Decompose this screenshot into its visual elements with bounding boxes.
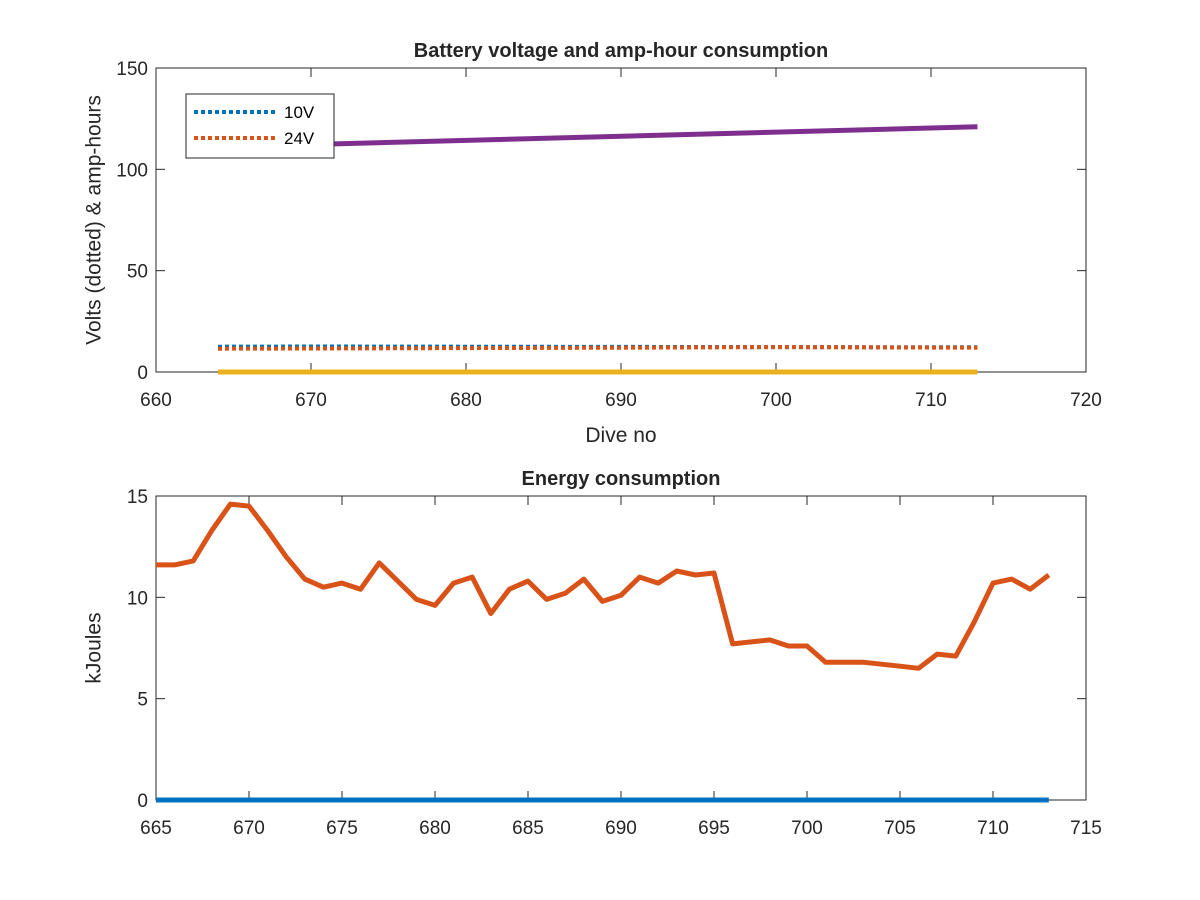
x-tick-label: 700 (791, 818, 823, 839)
legend-label: 10V (284, 103, 315, 122)
x-tick-label: 660 (140, 390, 172, 411)
y-tick-label: 150 (116, 59, 148, 80)
x-tick-label: 695 (698, 818, 730, 839)
y-tick-label: 5 (137, 690, 148, 711)
chart-energy-consumption: Energy consumption kJoules 665 670 675 680 6… (83, 468, 1102, 839)
y-axis-label: kJoules (83, 612, 106, 683)
y-tick-label: 15 (127, 487, 148, 508)
series-line-2 (217, 124, 978, 150)
x-tick-label: 675 (326, 818, 358, 839)
plot-lines (156, 501, 1051, 803)
x-tick-label: 680 (450, 390, 482, 411)
x-tick-label: 710 (977, 818, 1009, 839)
x-tick-label: 685 (512, 818, 544, 839)
x-tick-label: 665 (140, 818, 172, 839)
y-tick-label: 50 (127, 262, 148, 283)
x-tick-label: 690 (605, 818, 637, 839)
x-tick-label: 690 (605, 390, 637, 411)
legend-box (185, 93, 335, 159)
x-tick-label: 710 (915, 390, 947, 411)
series-line-0 (156, 501, 1051, 671)
chart-battery-voltage: Battery voltage and amp-hour consumption… (83, 40, 1102, 447)
x-tick-label: 700 (760, 390, 792, 411)
x-tick-label: 680 (419, 818, 451, 839)
axes-box (155, 495, 1087, 801)
x-tick-label: 670 (295, 390, 327, 411)
y-tick-label: 0 (137, 363, 148, 384)
legend-label: 24V (284, 129, 315, 148)
x-tick-label: 670 (233, 818, 265, 839)
x-tick-label: 705 (884, 818, 916, 839)
x-axis-label: Dive no (585, 424, 656, 447)
y-tick-label: 100 (116, 160, 148, 181)
x-tick-label: 715 (1070, 818, 1102, 839)
series-24V (217, 345, 978, 351)
x-tick-label: 720 (1070, 390, 1102, 411)
y-axis-label: Volts (dotted) & amp-hours (83, 95, 106, 345)
chart-title: Battery voltage and amp-hour consumption (414, 40, 828, 62)
plot-lines (217, 124, 978, 375)
axis-ticks: 665 670 675 680 685 690 695 700 705 710 715 0 5 10 15 (127, 487, 1102, 839)
y-tick-label: 0 (137, 791, 148, 812)
chart-title: Energy consumption (522, 468, 721, 490)
y-tick-label: 10 (127, 588, 148, 609)
